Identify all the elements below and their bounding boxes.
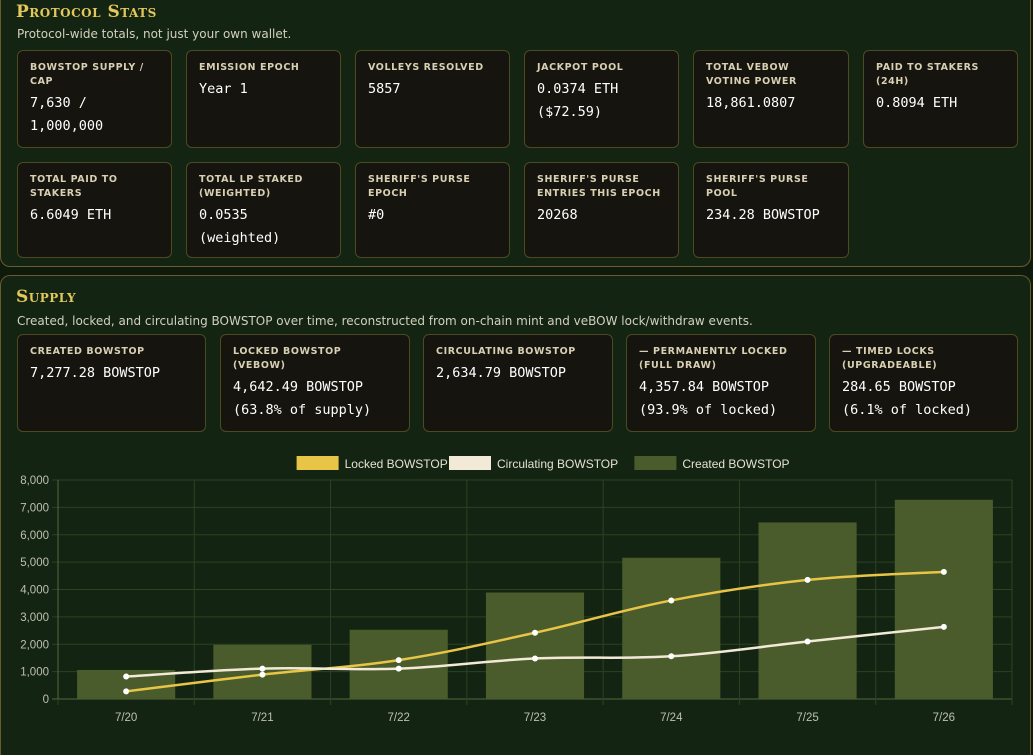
stat-card-sheriffs-purse-entries: SHERIFF'S PURSE ENTRIES THIS EPOCH 20268 — [524, 162, 679, 258]
y-tick-label: 8,000 — [20, 475, 49, 487]
locked-point — [804, 576, 811, 583]
stat-value: 6.6049 ETH — [30, 207, 112, 223]
stat-card-sheriffs-purse-epoch: SHERIFF'S PURSE EPOCH #0 — [355, 162, 510, 258]
supply-label: CREATED BOWSTOP — [30, 346, 145, 357]
circulating-point — [804, 638, 811, 645]
stat-label: TOTAL LP STAKED (WEIGHTED) — [199, 174, 304, 199]
circulating-point — [395, 665, 402, 672]
protocol-stats-panel: Protocol Stats Protocol-wide totals, not… — [0, 0, 1031, 267]
stat-card-bowstop-supply: BOWSTOP SUPPLY / CAP 7,630 / 1,000,000 — [17, 50, 172, 148]
y-tick-label: 4,000 — [20, 585, 49, 597]
locked-point — [123, 688, 130, 695]
legend-label-locked: Locked BOWSTOP — [345, 457, 448, 471]
supply-card-circulating: CIRCULATING BOWSTOP 2,634.79 BOWSTOP — [423, 334, 613, 432]
supply-title: Supply — [16, 287, 77, 307]
stat-label: EMISSION EPOCH — [199, 62, 300, 73]
y-tick-label: 5,000 — [20, 557, 49, 569]
circulating-point — [668, 653, 675, 660]
x-tick-label: 7/22 — [388, 712, 410, 724]
supply-value: 2,634.79 BOWSTOP — [436, 365, 567, 381]
stat-card-volleys-resolved: VOLLEYS RESOLVED 5857 — [355, 50, 510, 148]
legend-swatch-circulating — [449, 456, 491, 470]
x-tick-label: 7/24 — [660, 712, 683, 724]
locked-point — [532, 629, 538, 636]
stat-value: Year 1 — [199, 81, 248, 97]
legend-swatch-created — [634, 456, 677, 470]
stat-label: SHERIFF'S PURSE POOL — [706, 174, 809, 199]
supply-value: 4,357.84 BOWSTOP (93.9% of locked) — [639, 379, 778, 418]
stat-value: 5857 — [368, 81, 401, 97]
locked-point — [395, 657, 402, 664]
created-bar — [758, 522, 857, 699]
supply-label: — TIMED LOCKS (UPGRADEABLE) — [842, 346, 938, 371]
supply-chart: Locked BOWSTOP Circulating BOWSTOP Created… — [20, 456, 1013, 724]
y-tick-label: 3,000 — [20, 612, 49, 624]
legend-label-circulating: Circulating BOWSTOP — [497, 457, 618, 471]
chart-bars — [77, 499, 993, 699]
supply-subtitle: Created, locked, and circulating BOWSTOP… — [17, 314, 753, 328]
supply-label: LOCKED BOWSTOP (VEBOW) — [233, 346, 342, 371]
y-tick-label: 7,000 — [20, 502, 49, 514]
y-tick-label: 1,000 — [20, 667, 49, 679]
stat-label: JACKPOT POOL — [537, 62, 624, 73]
created-bar — [622, 557, 721, 699]
x-tick-label: 7/21 — [251, 712, 273, 724]
stat-label: SHERIFF'S PURSE EPOCH — [368, 174, 471, 199]
stat-card-sheriffs-purse-pool: SHERIFF'S PURSE POOL 234.28 BOWSTOP — [693, 162, 849, 258]
stat-label: SHERIFF'S PURSE ENTRIES THIS EPOCH — [537, 174, 661, 199]
supply-label: — PERMANENTLY LOCKED (FULL DRAW) — [639, 346, 788, 371]
protocol-stats-subtitle: Protocol-wide totals, not just your own … — [17, 27, 292, 41]
stat-label: VOLLEYS RESOLVED — [368, 62, 484, 73]
stat-card-total-paid-to-stakers: TOTAL PAID TO STAKERS 6.6049 ETH — [17, 162, 172, 258]
stat-value: 0.0535 (weighted) — [199, 207, 281, 246]
supply-value: 284.65 BOWSTOP (6.1% of locked) — [842, 379, 973, 418]
x-tick-label: 7/23 — [524, 712, 546, 724]
stat-card-total-lp-staked: TOTAL LP STAKED (WEIGHTED) 0.0535 (weigh… — [186, 162, 341, 258]
chart-legend: Locked BOWSTOP Circulating BOWSTOP Created… — [296, 456, 790, 471]
stat-label: TOTAL PAID TO STAKERS — [30, 174, 118, 199]
stat-card-jackpot-pool: JACKPOT POOL 0.0374 ETH ($72.59) — [524, 50, 679, 148]
locked-point — [259, 671, 266, 678]
supply-value: 7,277.28 BOWSTOP — [30, 365, 161, 381]
stat-card-paid-to-stakers-24h: PAID TO STAKERS (24H) 0.8094 ETH — [863, 50, 1018, 148]
circulating-point — [532, 655, 538, 662]
stat-label: TOTAL VEBOW VOTING POWER — [706, 62, 797, 87]
y-tick-label: 6,000 — [20, 530, 49, 542]
chart-axes: 0 1,000 2,000 3,000 4,000 5,000 6,000 7,000 8,00… — [20, 475, 955, 724]
x-tick-label: 7/20 — [115, 712, 137, 724]
stat-label: PAID TO STAKERS (24H) — [876, 62, 979, 87]
stat-value: 18,861.0807 — [706, 95, 796, 111]
stat-card-emission-epoch: EMISSION EPOCH Year 1 — [186, 50, 341, 148]
created-bar — [894, 499, 993, 699]
chart-lines — [123, 568, 947, 695]
y-tick-label: 2,000 — [20, 639, 49, 651]
supply-card-created: CREATED BOWSTOP 7,277.28 BOWSTOP — [17, 334, 206, 432]
circulating-point — [123, 673, 130, 680]
stat-value: 234.28 BOWSTOP — [706, 207, 820, 223]
locked-point — [668, 597, 675, 604]
circulating-point — [259, 665, 266, 672]
created-bar — [485, 592, 585, 699]
x-tick-label: 7/26 — [933, 712, 955, 724]
stat-value: #0 — [368, 207, 385, 223]
y-tick-label: 0 — [43, 694, 49, 706]
supply-label: CIRCULATING BOWSTOP — [436, 346, 576, 357]
legend-swatch-locked — [296, 456, 339, 470]
legend-label-created: Created BOWSTOP — [682, 457, 789, 471]
protocol-stats-title: Protocol Stats — [16, 2, 157, 22]
circulating-point — [940, 623, 947, 630]
x-tick-label: 7/25 — [796, 712, 818, 724]
supply-card-timed-locks: — TIMED LOCKS (UPGRADEABLE) 284.65 BOWST… — [829, 334, 1018, 432]
stat-value: 0.8094 ETH — [876, 95, 958, 111]
stat-label: BOWSTOP SUPPLY / CAP — [30, 62, 144, 87]
stat-value: 20268 — [537, 207, 578, 223]
supply-card-locked: LOCKED BOWSTOP (VEBOW) 4,642.49 BOWSTOP … — [220, 334, 410, 432]
stat-value: 7,630 / 1,000,000 — [30, 95, 104, 134]
supply-value: 4,642.49 BOWSTOP (63.8% of supply) — [233, 379, 372, 418]
supply-card-permanently-locked: — PERMANENTLY LOCKED (FULL DRAW) 4,357.8… — [626, 334, 816, 432]
locked-point — [940, 568, 947, 575]
stat-value: 0.0374 ETH ($72.59) — [537, 81, 619, 120]
stat-card-vebow-voting-power: TOTAL VEBOW VOTING POWER 18,861.0807 — [693, 50, 849, 148]
